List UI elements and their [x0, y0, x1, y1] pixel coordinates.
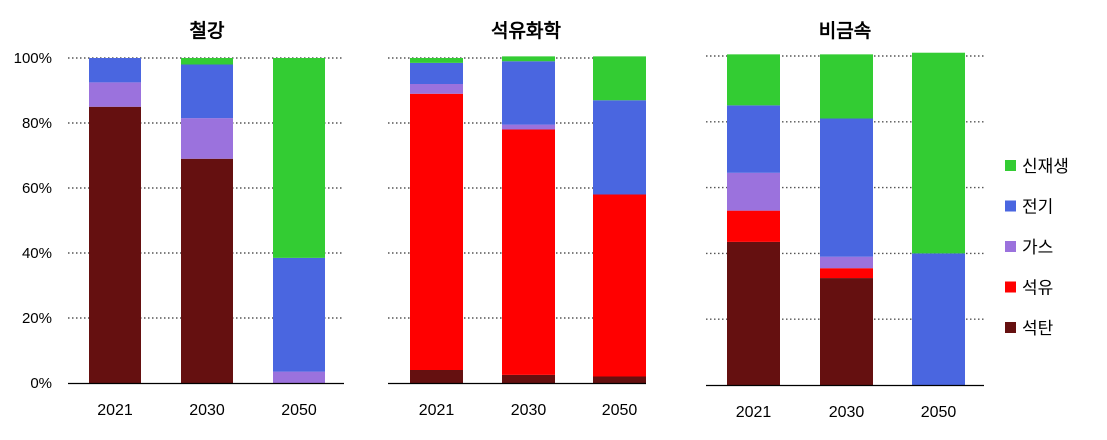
bar-segment-석유화학-2030-전기 — [502, 61, 555, 125]
bar-segment-철강-2021-전기 — [89, 58, 141, 83]
legend-label: 전기 — [1022, 198, 1053, 218]
x-tick-label: 2050 — [602, 402, 638, 419]
legend-swatch-가스 — [1005, 241, 1016, 252]
bar-segment-비금속-2030-전기 — [820, 118, 873, 257]
bar-segment-철강-2050-전기 — [273, 257, 325, 372]
legend-swatch-전기 — [1005, 200, 1016, 212]
legend-label: 석탄 — [1022, 319, 1054, 339]
bar-segment-석유화학-2030-석탄 — [502, 374, 555, 383]
bar-segment-비금속-2021-석탄 — [727, 241, 780, 385]
x-tick-label: 2050 — [921, 404, 957, 421]
bar-segment-철강-2021-석탄 — [89, 106, 141, 383]
bar-segment-석유화학-2021-석탄 — [410, 370, 463, 383]
bar-segment-석유화학-2030-가스 — [502, 124, 555, 130]
bar-segment-석유화학-2050-신재생 — [593, 56, 646, 101]
y-tick-label: 40% — [22, 245, 52, 262]
bar-segment-철강-2030-가스 — [181, 118, 233, 159]
bar-segment-비금속-2030-신재생 — [820, 54, 873, 119]
bar-segment-비금속-2021-신재생 — [727, 54, 780, 106]
bar-segment-철강-2030-석탄 — [181, 158, 233, 383]
bar-segment-비금속-2021-석유 — [727, 210, 780, 242]
bar-segment-철강-2030-신재생 — [181, 58, 233, 65]
bar-segment-비금속-2021-가스 — [727, 172, 780, 211]
bar-segment-석유화학-2050-석유 — [593, 194, 646, 377]
bar-segment-석유화학-2030-신재생 — [502, 56, 555, 62]
bar-segment-석유화학-2021-가스 — [410, 84, 463, 94]
bar-segment-비금속-2030-가스 — [820, 256, 873, 269]
bar-segment-비금속-2030-석유 — [820, 268, 873, 279]
y-tick-label: 80% — [22, 115, 52, 132]
bar-segment-석유화학-2021-석유 — [410, 93, 463, 370]
x-tick-label: 2030 — [829, 404, 865, 421]
legend-swatch-신재생 — [1005, 160, 1016, 171]
y-tick-label: 0% — [30, 375, 52, 392]
bar-segment-철강-2050-가스 — [273, 371, 325, 383]
legend-label: 가스 — [1022, 238, 1053, 258]
legend-label: 석유 — [1022, 279, 1053, 299]
y-tick-label: 20% — [22, 310, 52, 327]
x-tick-label: 2030 — [189, 402, 225, 419]
bar-segment-비금속-2021-전기 — [727, 105, 780, 173]
legend-label: 신재생 — [1022, 157, 1069, 177]
y-tick-label: 60% — [22, 180, 52, 197]
x-tick-label: 2021 — [736, 404, 772, 421]
panel-title: 철강 — [190, 20, 225, 42]
bar-segment-석유화학-2021-신재생 — [410, 58, 463, 63]
bar-segment-비금속-2050-신재생 — [912, 52, 965, 254]
panel-title: 석유화학 — [491, 20, 561, 42]
bar-segment-석유화학-2021-전기 — [410, 62, 463, 84]
bar-segment-석유화학-2050-전기 — [593, 100, 646, 195]
bar-segment-철강-2021-가스 — [89, 82, 141, 107]
legend-swatch-석유 — [1005, 281, 1016, 293]
x-tick-label: 2050 — [281, 402, 317, 419]
x-tick-label: 2030 — [511, 402, 547, 419]
bar-segment-비금속-2030-석탄 — [820, 278, 873, 385]
panel-title: 비금속 — [819, 20, 871, 42]
x-tick-label: 2021 — [419, 402, 455, 419]
bar-segment-철강-2050-신재생 — [273, 58, 325, 258]
legend-swatch-석탄 — [1005, 322, 1016, 333]
bar-segment-비금속-2050-전기 — [912, 253, 965, 385]
x-tick-label: 2021 — [97, 402, 133, 419]
y-tick-label: 100% — [14, 50, 52, 67]
bar-segment-석유화학-2050-석탄 — [593, 376, 646, 383]
bar-segment-석유화학-2030-석유 — [502, 129, 555, 375]
bar-segment-철강-2030-전기 — [181, 64, 233, 119]
